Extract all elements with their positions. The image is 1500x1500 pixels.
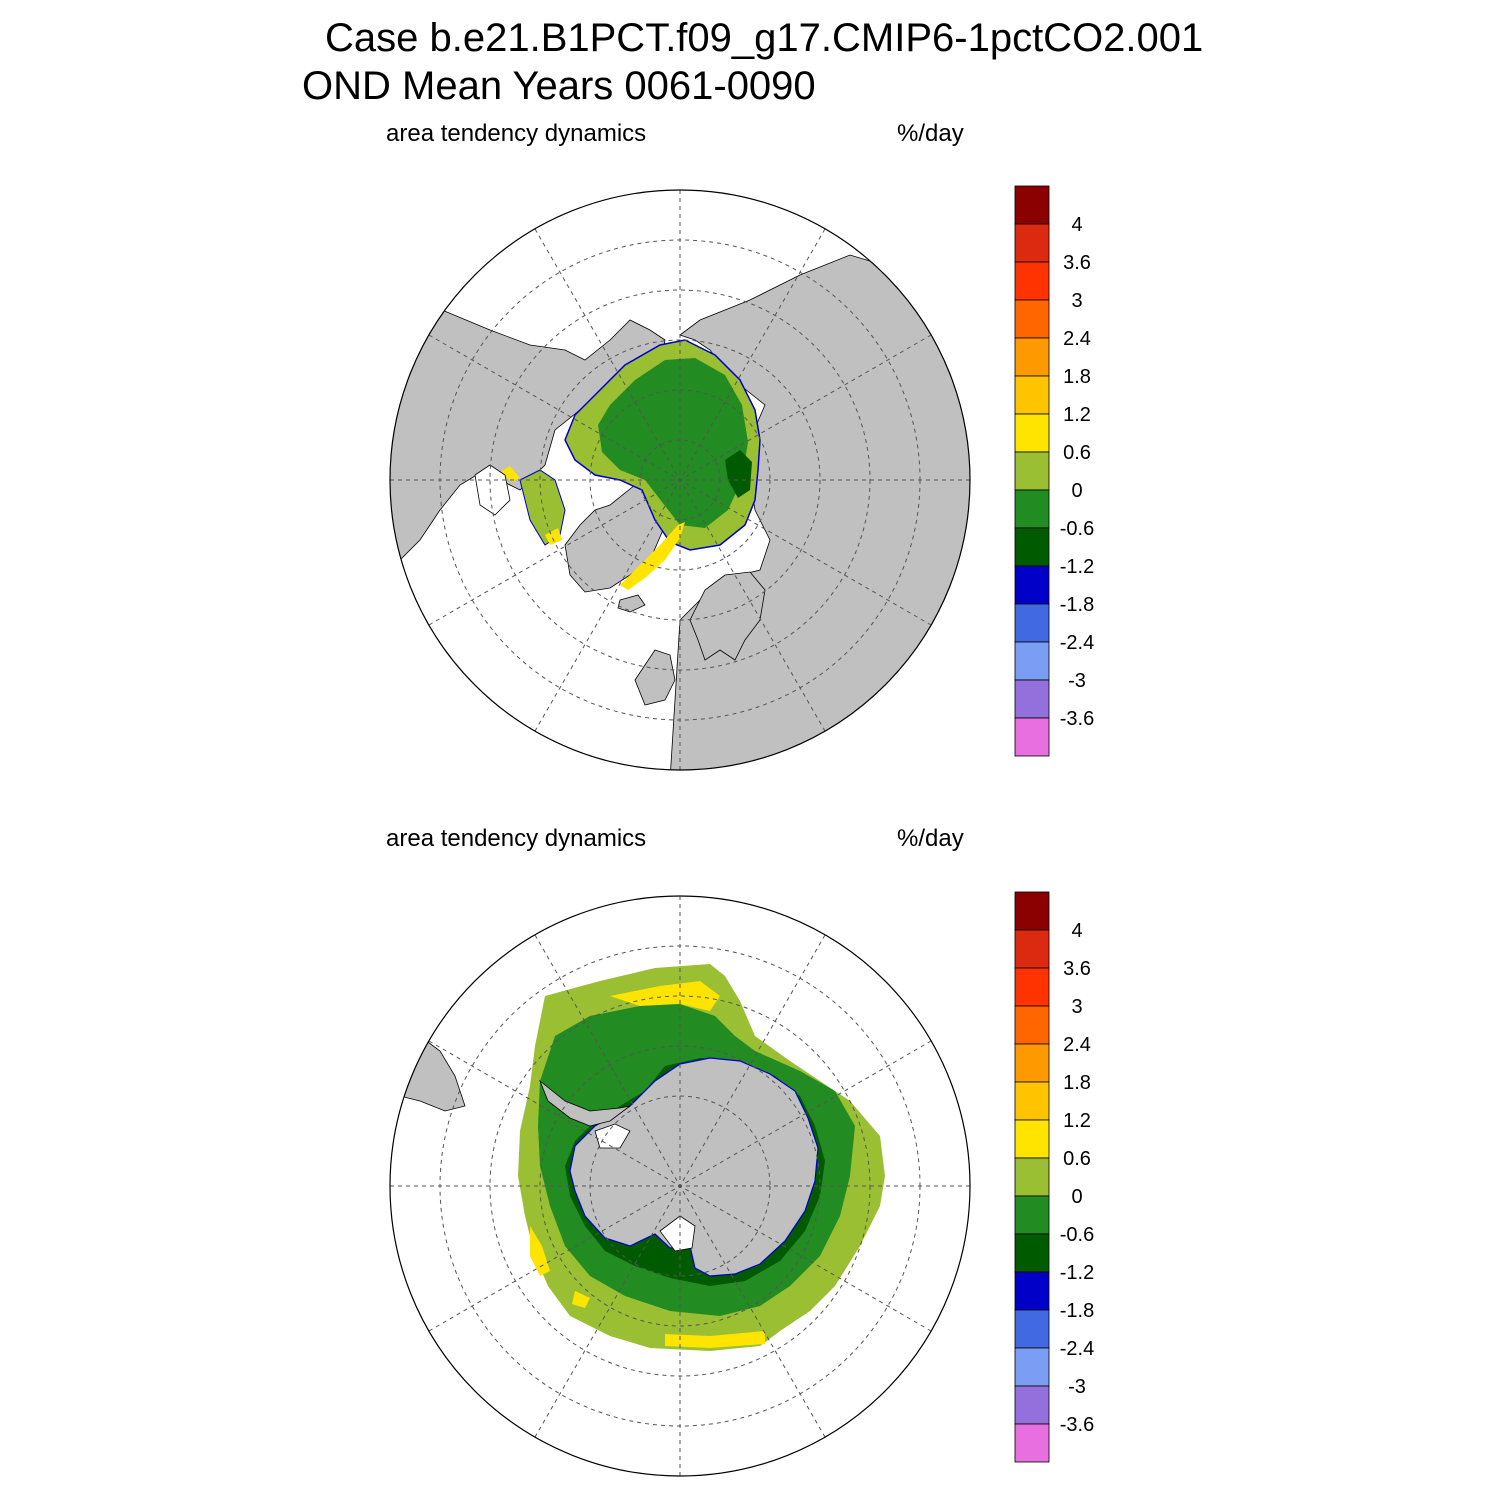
colorbar-box bbox=[1014, 375, 1050, 415]
colorbar-tick-label: 1.2 bbox=[1063, 1110, 1091, 1132]
colorbar-box bbox=[1014, 413, 1050, 453]
colorbar-tick-label: -2.4 bbox=[1060, 632, 1094, 654]
colorbar-tick-label: -1.2 bbox=[1060, 1262, 1094, 1284]
figure-title-line-2: OND Mean Years 0061-0090 bbox=[302, 64, 816, 108]
colorbar-tick-label: -1.8 bbox=[1060, 594, 1094, 616]
ice-edge-patch-1 bbox=[610, 981, 720, 1011]
south-colorbar-boxes bbox=[1014, 891, 1050, 1463]
ice-edge-band-west bbox=[500, 466, 520, 482]
colorbar-box bbox=[1014, 1195, 1050, 1235]
figure-title-line-1: Case b.e21.B1PCT.f09_g17.CMIP6-1pctCO2.0… bbox=[325, 16, 1204, 60]
weddell-sea-ice bbox=[540, 1026, 670, 1111]
colorbar-box bbox=[1014, 527, 1050, 567]
land-antarctic-peninsula bbox=[539, 1079, 631, 1127]
land-british-isles bbox=[634, 649, 676, 706]
colorbar-tick-label: 0 bbox=[1071, 480, 1082, 502]
colorbar-box bbox=[1014, 337, 1050, 377]
colorbar-box bbox=[1014, 891, 1050, 931]
ice-edge-patch-5 bbox=[572, 1291, 590, 1308]
colorbar-box bbox=[1014, 1347, 1050, 1387]
colorbar-tick-label: 0 bbox=[1071, 1186, 1082, 1208]
colorbar-tick-label: -1.2 bbox=[1060, 556, 1094, 578]
colorbar-box bbox=[1014, 1119, 1050, 1159]
land-scandinavia bbox=[689, 571, 766, 661]
colorbar-tick-label: 2.4 bbox=[1063, 1034, 1091, 1056]
colorbar-box bbox=[1014, 489, 1050, 529]
colorbar-tick-label: 4 bbox=[1071, 920, 1082, 942]
south-polar-map bbox=[389, 895, 971, 1477]
colorbar-box bbox=[1014, 451, 1050, 491]
colorbar-tick-label: -3 bbox=[1068, 1376, 1086, 1398]
colorbar-tick-label: 1.8 bbox=[1063, 1072, 1091, 1094]
north-colorbar-labels: 4 3.6 3 2.4 1.8 1.2 0.6 0 -0.6 -1.2 -1.8 -2.4 -3 -3.6 bbox=[1060, 214, 1094, 730]
colorbar-box bbox=[1014, 1043, 1050, 1083]
ice-edge-patch-4 bbox=[665, 1331, 765, 1348]
south-panel-title: area tendency dynamics bbox=[386, 825, 647, 852]
map-graticule bbox=[390, 896, 970, 1476]
ross-ice-shelf bbox=[659, 1215, 696, 1252]
south-colorbar-labels: 4 3.6 3 2.4 1.8 1.2 0.6 0 -0.6 -1.2 -1.8 -2.4 -3 -3.6 bbox=[1060, 920, 1094, 1436]
north-colorbar: 4 3.6 3 2.4 1.8 1.2 0.6 0 -0.6 -1.2 -1.8 -2.4 -3 -3.6 bbox=[1014, 185, 1094, 757]
colorbar-tick-label: 1.2 bbox=[1063, 404, 1091, 426]
north-panel-units: %/day bbox=[897, 120, 964, 147]
colorbar-box bbox=[1014, 261, 1050, 301]
land-iceland bbox=[617, 594, 646, 613]
colorbar-tick-label: 0.6 bbox=[1063, 1148, 1091, 1170]
ice-edge-patch-3 bbox=[530, 1226, 550, 1276]
colorbar-tick-label: 3.6 bbox=[1063, 958, 1091, 980]
north-panel-title: area tendency dynamics bbox=[386, 120, 647, 147]
colorbar-box bbox=[1014, 1233, 1050, 1273]
colorbar-box bbox=[1014, 1271, 1050, 1311]
map-graticule bbox=[390, 190, 970, 770]
south-colorbar: 4 3.6 3 2.4 1.8 1.2 0.6 0 -0.6 -1.2 -1.8 -2.4 -3 -3.6 bbox=[1014, 891, 1094, 1463]
land-antarctica bbox=[569, 1057, 819, 1277]
colorbar-box bbox=[1014, 1157, 1050, 1197]
colorbar-tick-label: 2.4 bbox=[1063, 328, 1091, 350]
map-border bbox=[389, 895, 971, 1477]
baffin-ice-yellow bbox=[545, 528, 562, 545]
colorbar-box bbox=[1014, 717, 1050, 757]
colorbar-box bbox=[1014, 641, 1050, 681]
colorbar-tick-label: -0.6 bbox=[1060, 1224, 1094, 1246]
colorbar-tick-label: -1.8 bbox=[1060, 1300, 1094, 1322]
south-panel-units: %/day bbox=[897, 825, 964, 852]
colorbar-box bbox=[1014, 1081, 1050, 1121]
colorbar-box bbox=[1014, 1005, 1050, 1045]
ice-edge-band bbox=[620, 522, 685, 590]
colorbar-tick-label: 4 bbox=[1071, 214, 1082, 236]
map-border bbox=[389, 189, 971, 771]
colorbar-tick-label: 0.6 bbox=[1063, 442, 1091, 464]
colorbar-tick-label: 3.6 bbox=[1063, 252, 1091, 274]
north-polar-map bbox=[389, 189, 971, 771]
colorbar-tick-label: -3.6 bbox=[1060, 1414, 1094, 1436]
colorbar-box bbox=[1014, 603, 1050, 643]
colorbar-box bbox=[1014, 679, 1050, 719]
barents-ice-dark bbox=[725, 450, 752, 498]
colorbar-box bbox=[1014, 1423, 1050, 1463]
colorbar-box bbox=[1014, 299, 1050, 339]
colorbar-tick-label: 1.8 bbox=[1063, 366, 1091, 388]
colorbar-box bbox=[1014, 223, 1050, 263]
colorbar-box bbox=[1014, 967, 1050, 1007]
colorbar-tick-label: 3 bbox=[1071, 996, 1082, 1018]
colorbar-box bbox=[1014, 185, 1050, 225]
hudson-ice bbox=[474, 464, 511, 516]
colorbar-box bbox=[1014, 1309, 1050, 1349]
colorbar-tick-label: -3.6 bbox=[1060, 708, 1094, 730]
colorbar-tick-label: -2.4 bbox=[1060, 1338, 1094, 1360]
colorbar-box bbox=[1014, 1385, 1050, 1425]
arctic-ice-core bbox=[598, 358, 748, 528]
colorbar-tick-label: -0.6 bbox=[1060, 518, 1094, 540]
colorbar-box bbox=[1014, 565, 1050, 605]
colorbar-tick-label: -3 bbox=[1068, 670, 1086, 692]
colorbar-tick-label: 3 bbox=[1071, 290, 1082, 312]
colorbar-box bbox=[1014, 929, 1050, 969]
north-colorbar-boxes bbox=[1014, 185, 1050, 757]
